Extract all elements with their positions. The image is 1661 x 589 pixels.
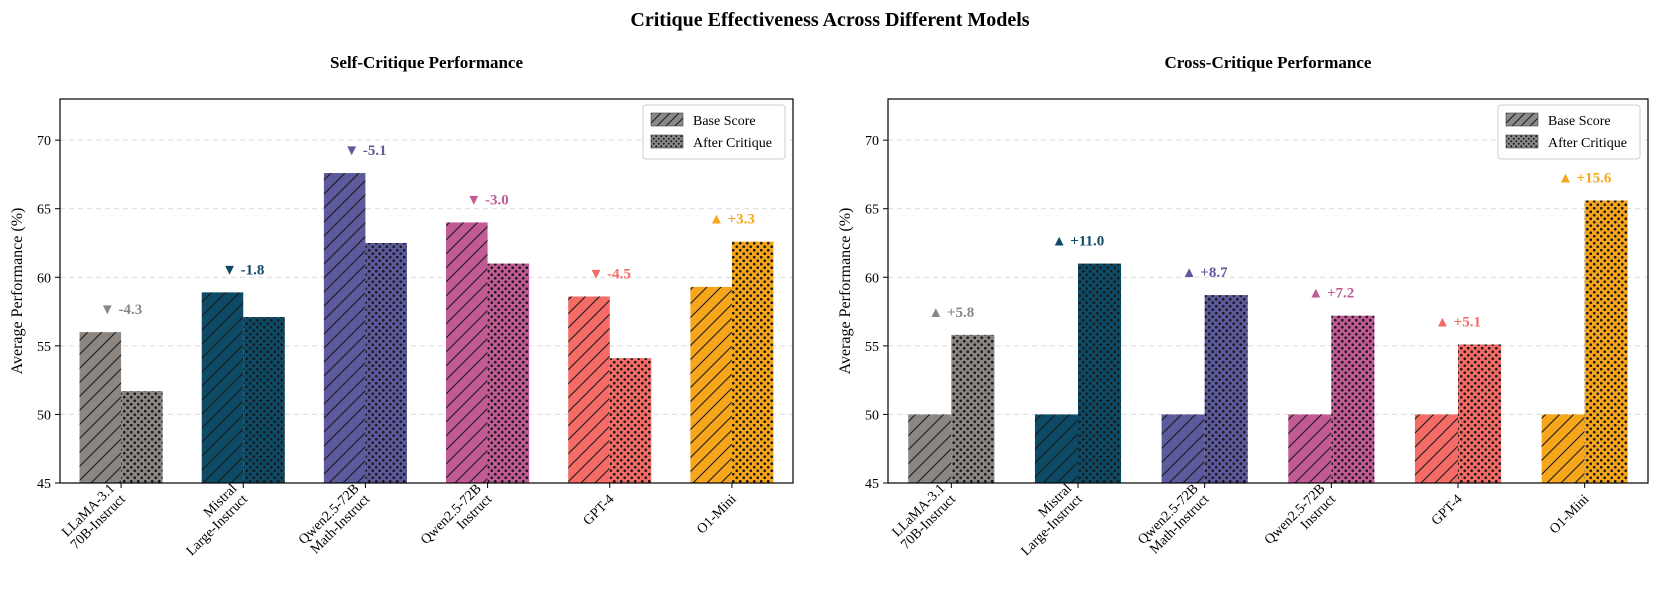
cross-delta-annotation: ▲ +5.8: [928, 305, 974, 321]
cross-y-tick-label: 55: [865, 340, 879, 355]
self-bar-base-gpt-4: [568, 296, 610, 483]
self-delta-annotation: ▲ +3.3: [709, 212, 755, 228]
cross-delta-annotation: ▲ +15.6: [1558, 170, 1612, 186]
self-bar-base-qwen2-5-72b-instruct: [446, 222, 488, 483]
cross-bar-after-qwen2-5-72b-instruct: [1331, 315, 1375, 483]
cross-bar-base-mistral-large-instruct: [1034, 414, 1078, 483]
cross-x-tick-label: O1-Mini: [1547, 492, 1592, 537]
self-bar-after-gpt-4: [609, 358, 652, 483]
cross-y-tick-label: 50: [865, 408, 879, 423]
self-subplot-title: Self-Critique Performance: [330, 53, 524, 72]
self-y-tick-label: 50: [37, 408, 51, 423]
cross-bar-base-qwen2-5-72b-math-instruct: [1161, 414, 1205, 483]
self-delta-annotation: ▼ -5.1: [344, 143, 386, 159]
self-legend: Base Score After Critique: [642, 104, 786, 160]
self-x-tick-label: LLaMA-3.170B-Instruct: [57, 481, 128, 552]
self-bar-base-mistral-large-instruct: [201, 292, 244, 483]
cross-bar-base-llama-3-1-70b-instruct: [908, 414, 952, 483]
self-y-tick-label: 45: [37, 477, 51, 492]
cross-x-tick-label: Qwen2.5-72BInstruct: [1262, 481, 1339, 558]
self-x-tick-label: O1-Mini: [694, 492, 739, 537]
self-delta-annotation: ▼ -4.5: [589, 266, 631, 282]
cross-delta-annotation: ▲ +7.2: [1308, 286, 1354, 302]
self-legend-swatch-base: [650, 112, 684, 127]
cross-bar-base-qwen2-5-72b-instruct: [1288, 414, 1332, 483]
cross-legend-swatch-base: [1505, 112, 1539, 127]
cross-x-tick-label: MistralLarge-Instruct: [1008, 481, 1086, 559]
cross-bar-base-gpt-4: [1414, 414, 1458, 483]
cross-x-tick-label: LLaMA-3.170B-Instruct: [888, 481, 959, 552]
cross-bar-after-gpt-4: [1458, 344, 1502, 483]
self-bar-base-llama-3-1-70b-instruct: [79, 332, 122, 483]
cross-bar-after-llama-3-1-70b-instruct: [951, 334, 995, 483]
cross-bar-after-qwen2-5-72b-math-instruct: [1204, 295, 1248, 483]
cross-delta-annotation: ▲ +11.0: [1052, 234, 1105, 250]
cross-legend-label-base: Base Score: [1548, 114, 1611, 129]
cross-x-tick-label: GPT-4: [1429, 492, 1466, 529]
cross-delta-annotation: ▲ +8.7: [1182, 265, 1228, 281]
self-x-tick-label: MistralLarge-Instruct: [173, 481, 251, 559]
cross-bar-after-mistral-large-instruct: [1078, 263, 1122, 483]
self-delta-annotation: ▼ -3.0: [466, 192, 508, 208]
cross-y-tick-label: 45: [865, 477, 879, 492]
cross-x-tick-label: Qwen2.5-72BMath-Instruct: [1135, 481, 1212, 558]
self-bar-after-mistral-large-instruct: [243, 317, 285, 483]
cross-bar-after-o1-mini: [1584, 200, 1628, 483]
cross-critique-panel: Cross-Critique Performance ▲ +5.8 LLaMA-3.…: [837, 53, 1649, 559]
self-x-tick-label: Qwen2.5-72BMath-Instruct: [296, 481, 373, 558]
figure-title: Critique Effectiveness Across Different …: [630, 9, 1029, 31]
cross-legend-swatch-after: [1505, 134, 1539, 149]
cross-bar-base-o1-mini: [1541, 414, 1585, 483]
self-bar-after-o1-mini: [731, 241, 774, 483]
self-bar-after-qwen2-5-72b-math-instruct: [365, 243, 407, 483]
self-bar-after-llama-3-1-70b-instruct: [121, 391, 163, 483]
self-y-axis-label: Average Performance (%): [9, 208, 26, 375]
self-y-tick-label: 70: [37, 134, 51, 149]
cross-y-axis-label: Average Performance (%): [837, 208, 854, 375]
self-critique-panel: Self-Critique Performance ▼ -4.3 LLaMA-3.1…: [9, 53, 794, 559]
self-legend-label-base: Base Score: [693, 114, 756, 129]
self-delta-annotation: ▼ -1.8: [222, 262, 264, 278]
cross-legend-label-after: After Critique: [1548, 136, 1627, 151]
self-legend-label-after: After Critique: [693, 136, 772, 151]
cross-subplot-title: Cross-Critique Performance: [1165, 53, 1372, 72]
self-x-tick-label: GPT-4: [581, 492, 618, 529]
cross-delta-annotation: ▲ +5.1: [1435, 314, 1481, 330]
self-x-tick-label: Qwen2.5-72BInstruct: [418, 481, 495, 558]
self-bar-after-qwen2-5-72b-instruct: [487, 263, 530, 483]
self-y-tick-label: 60: [37, 271, 51, 286]
self-axes-frame: [59, 98, 794, 484]
cross-y-tick-label: 60: [865, 271, 879, 286]
cross-axes-frame: [887, 98, 1649, 484]
self-y-tick-label: 65: [37, 203, 51, 218]
self-legend-swatch-after: [650, 134, 684, 149]
self-y-tick-label: 55: [37, 340, 51, 355]
cross-y-tick-label: 70: [865, 134, 879, 149]
cross-y-tick-label: 65: [865, 203, 879, 218]
self-bar-base-qwen2-5-72b-math-instruct: [323, 173, 366, 484]
self-bar-base-o1-mini: [690, 286, 732, 483]
cross-legend: Base Score After Critique: [1497, 104, 1641, 160]
self-delta-annotation: ▼ -4.3: [100, 302, 142, 318]
